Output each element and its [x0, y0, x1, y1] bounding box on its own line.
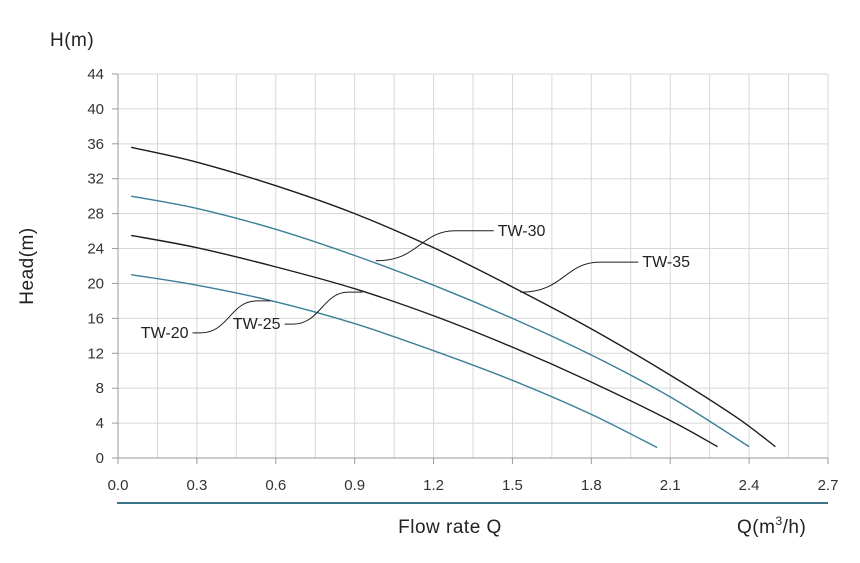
- x-axis-title: Flow rate Q: [398, 517, 502, 538]
- leader-line-tw-35: [520, 261, 639, 293]
- y-tick-label: 4: [96, 415, 104, 432]
- series-line-tw-25: [131, 234, 718, 448]
- y-tick-label: 24: [87, 241, 104, 258]
- y-unit-label: H(m): [50, 30, 94, 51]
- series-line-tw-30: [131, 195, 750, 448]
- y-axis-title: Head(m): [17, 227, 38, 304]
- x-unit-label: Q(m3/h): [737, 514, 806, 538]
- y-tick-label: 32: [87, 171, 104, 188]
- y-tick-label: 12: [87, 345, 104, 362]
- y-tick-label: 8: [96, 380, 104, 397]
- y-tick-label: 44: [87, 66, 104, 83]
- y-tick-label: 20: [87, 275, 104, 292]
- leader-line-tw-30: [375, 230, 494, 262]
- series-label-tw-30: TW-30: [498, 223, 546, 240]
- leader-line-tw-20: [192, 300, 271, 334]
- axes: 0 4 8 12 16 20 24 28 32 36 40 44 0.0 0.3 0.6 0.9 1.2 1.5 1…: [87, 66, 838, 494]
- y-tick-label: 40: [87, 101, 104, 118]
- x-tick-label: 1.2: [423, 477, 444, 494]
- y-tick-label: 16: [87, 310, 104, 327]
- leader-line-tw-25: [284, 291, 363, 325]
- x-tick-label: 2.4: [739, 477, 760, 494]
- series-line-tw-35: [130, 146, 776, 448]
- series-label-tw-20: TW-20: [141, 325, 189, 342]
- y-tick-label: 36: [87, 136, 104, 153]
- series-label-tw-25: TW-25: [233, 316, 281, 333]
- grid: [117, 73, 829, 459]
- annotations: TW-20 TW-25 TW-30 TW-35: [141, 223, 690, 342]
- x-tick-label: 1.8: [581, 477, 602, 494]
- series: [130, 146, 776, 449]
- x-tick-label: 0.0: [108, 477, 129, 494]
- x-tick-label: 2.7: [818, 477, 839, 494]
- x-tick-label: 0.9: [344, 477, 365, 494]
- y-tick-label: 28: [87, 206, 104, 223]
- x-tick-label: 1.5: [502, 477, 523, 494]
- x-tick-label: 0.6: [265, 477, 286, 494]
- series-label-tw-35: TW-35: [642, 254, 690, 271]
- x-tick-label: 0.3: [186, 477, 207, 494]
- series-line-tw-20: [131, 274, 658, 449]
- x-tick-label: 2.1: [660, 477, 681, 494]
- y-tick-label: 0: [96, 450, 104, 467]
